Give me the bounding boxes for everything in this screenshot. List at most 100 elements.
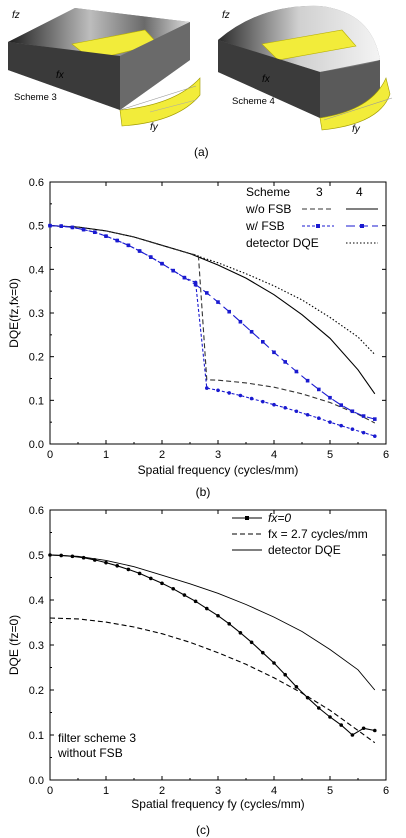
x-axis-label: Spatial frequency (cycles/mm) <box>138 463 299 477</box>
series-line-1 <box>49 617 376 744</box>
x-tick-label: 5 <box>327 785 333 797</box>
caption-c: (c) <box>196 823 210 837</box>
data-point <box>193 282 198 287</box>
chart-b: 0.0 0.1 0.2 0.3 0.4 0.5 0.6 0 1 2 3 4 5 6 Spatial freq… <box>7 177 389 499</box>
data-point <box>283 405 288 410</box>
data-point <box>261 340 265 344</box>
series-line-scheme-4-4 <box>49 225 375 420</box>
data-point <box>216 613 220 618</box>
data-point <box>249 640 254 645</box>
data-point <box>373 728 377 733</box>
chart-c: 0.0 0.1 0.2 0.3 0.4 0.5 0.6 0 1 2 3 4 5 6 Spatial freq… <box>7 505 389 837</box>
y-tick-label: 0.3 <box>29 640 44 652</box>
annotation-line-1: filter scheme 3 <box>58 731 136 745</box>
x-tick-label: 0 <box>47 785 53 797</box>
scheme-3-fz-label: fz <box>12 10 20 21</box>
scheme-3-label: Scheme 3 <box>14 92 57 103</box>
data-point <box>171 268 175 273</box>
scheme-4-illustration: fz fx fy Scheme 4 <box>218 5 393 135</box>
y-tick-label: 0.1 <box>29 395 44 407</box>
y-tick-label: 0.4 <box>29 595 44 607</box>
legend-row-wo-fsb: w/o FSB <box>245 202 291 216</box>
data-point <box>373 417 377 421</box>
data-point <box>160 261 164 266</box>
series-line-0 <box>49 554 375 736</box>
data-point <box>350 427 355 431</box>
x-tick-label: 0 <box>47 449 53 461</box>
y-tick-label: 0.5 <box>29 221 44 233</box>
x-tick-label: 4 <box>271 785 277 797</box>
data-point <box>249 329 254 334</box>
data-point <box>339 423 344 428</box>
data-point <box>361 430 366 435</box>
data-point <box>283 672 288 677</box>
data-point <box>149 255 153 259</box>
data-point <box>227 622 231 626</box>
data-point <box>328 395 332 400</box>
data-point <box>126 567 131 572</box>
data-point <box>205 386 209 390</box>
series-line-scheme-3-2 <box>49 225 376 424</box>
data-point <box>238 393 243 398</box>
data-point <box>104 234 108 238</box>
data-point <box>160 581 164 586</box>
data-point <box>328 715 332 719</box>
data-point <box>59 224 63 228</box>
data-point <box>182 275 187 280</box>
data-point <box>205 291 209 295</box>
scheme-4-fz-label: fz <box>222 10 230 21</box>
x-axis-label: Spatial frequency fy (cycles/mm) <box>131 797 304 811</box>
data-point <box>294 369 299 374</box>
data-point <box>216 388 220 393</box>
scheme-4-fy-label: fy <box>352 124 361 135</box>
x-tick-label: 2 <box>159 449 165 461</box>
scheme-3-fy-label: fy <box>150 122 159 133</box>
panel-a: fz fx fy Scheme 3 fz fx fy Scheme 4 (a) <box>0 0 406 170</box>
data-point <box>238 319 243 324</box>
data-point <box>93 230 97 235</box>
y-tick-label: 0.6 <box>29 177 44 189</box>
legend-header: Scheme <box>246 185 290 199</box>
data-point <box>149 576 153 581</box>
legend-label-fx27: fx = 2.7 cycles/mm <box>268 527 368 541</box>
legend-row-detector: detector DQE <box>246 236 319 250</box>
caption-a: (a) <box>194 145 209 159</box>
data-point <box>227 309 231 314</box>
data-point <box>350 733 355 737</box>
data-point <box>115 564 119 568</box>
data-point <box>361 726 366 731</box>
y-tick-label: 0.6 <box>29 505 44 517</box>
legend-col-4: 4 <box>356 185 363 199</box>
data-point <box>328 420 332 424</box>
x-tick-label: 4 <box>271 449 277 461</box>
data-point <box>294 685 299 689</box>
y-tick-label: 0.0 <box>29 775 44 787</box>
y-tick-label: 0.3 <box>29 308 44 320</box>
y-tick-label: 0.2 <box>29 352 44 364</box>
x-tick-label: 2 <box>159 785 165 797</box>
data-point <box>261 399 265 404</box>
data-point <box>137 571 142 576</box>
annotation-line-2: without FSB <box>57 746 123 760</box>
caption-b: (b) <box>196 485 211 499</box>
data-point <box>317 416 321 421</box>
data-point <box>182 593 187 597</box>
legend-marker-w-fsb-3 <box>316 224 320 228</box>
y-axis-label: DQE (fz=0) <box>7 615 21 675</box>
legend-label-fx0: fx=0 <box>268 511 291 525</box>
x-tick-label: 5 <box>327 449 333 461</box>
data-point <box>137 249 142 253</box>
legend-label-detector: detector DQE <box>268 543 341 557</box>
y-tick-label: 0.1 <box>29 730 44 742</box>
legend-marker-w-fsb-4 <box>360 224 364 228</box>
data-point <box>339 723 344 727</box>
data-point <box>305 378 310 383</box>
legend-row-w-fsb: w/ FSB <box>245 219 285 233</box>
data-point <box>249 396 254 401</box>
y-tick-label: 0.2 <box>29 685 44 697</box>
data-point <box>104 560 108 565</box>
data-point <box>317 387 321 392</box>
y-tick-label: 0.0 <box>29 439 44 451</box>
data-point <box>339 403 343 407</box>
